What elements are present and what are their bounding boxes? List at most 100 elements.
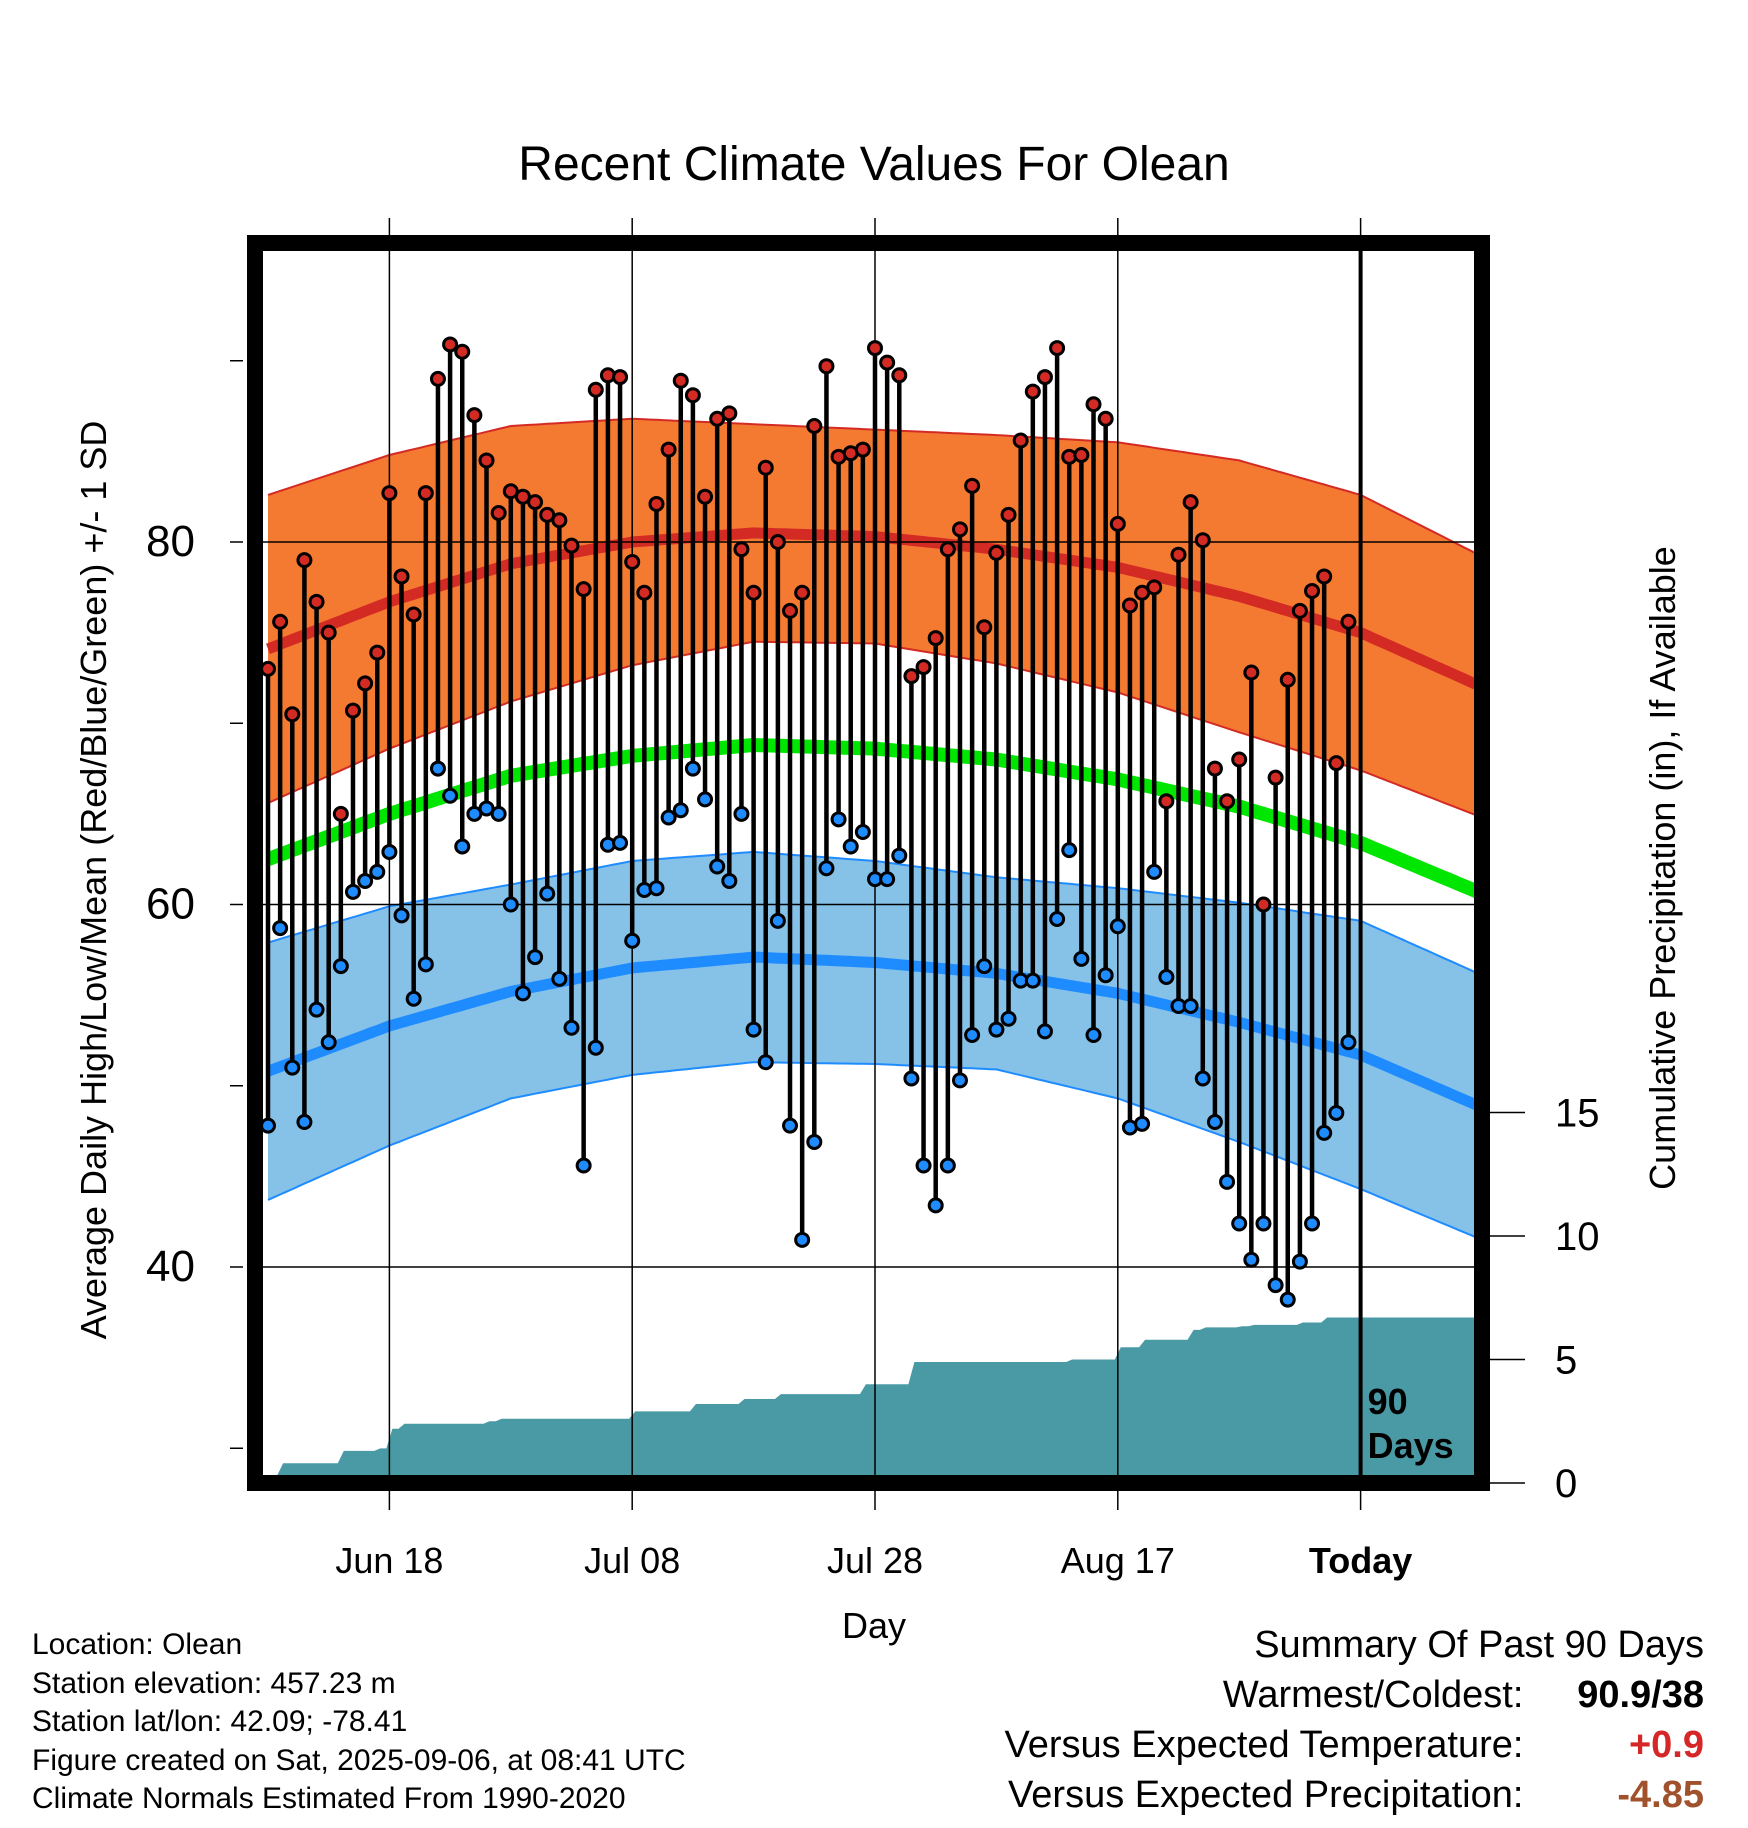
high-point — [1049, 340, 1066, 357]
low-point — [672, 802, 689, 819]
high-point — [1206, 760, 1223, 777]
low-point — [1085, 1027, 1102, 1043]
high-point — [757, 459, 774, 476]
high-point — [332, 805, 349, 822]
low-point — [1134, 1115, 1151, 1132]
low-point — [514, 985, 531, 1002]
high-point — [806, 418, 823, 434]
low-point — [818, 860, 835, 877]
low-point — [284, 1059, 301, 1076]
low-point — [1340, 1034, 1357, 1051]
summary-panel: Summary Of Past 90 Days Warmest/Coldest:… — [1005, 1620, 1704, 1820]
high-point — [976, 619, 993, 636]
high-point — [344, 702, 361, 719]
high-point — [1036, 369, 1053, 386]
low-point — [551, 970, 568, 987]
temp-departure-value: +0.9 — [1628, 1724, 1704, 1766]
low-point — [308, 1001, 325, 1018]
low-point — [988, 1021, 1005, 1038]
x-tick-label: Jun 18 — [335, 1540, 443, 1581]
created-text: Figure created on Sat, 2025-09-06, at 08… — [32, 1743, 686, 1777]
warmest-coldest-row: Warmest/Coldest: 90.9/38 — [1005, 1670, 1704, 1720]
low-point — [381, 843, 398, 860]
precip-departure-row: Versus Expected Precipitation: -4.85 — [1005, 1770, 1704, 1820]
y2-tick-label: 10 — [1555, 1215, 1600, 1259]
low-point — [939, 1157, 956, 1174]
high-point — [1000, 506, 1017, 523]
low-point — [1328, 1104, 1345, 1121]
high-point — [1255, 896, 1272, 913]
low-point — [1279, 1291, 1296, 1308]
high-point — [369, 644, 386, 661]
station-info: Location: Olean Station elevation: 457.2… — [32, 1626, 686, 1819]
low-point — [1146, 863, 1163, 880]
low-point — [1267, 1277, 1284, 1294]
x-tick-label: Jul 28 — [827, 1540, 923, 1581]
low-point — [709, 858, 726, 875]
high-point — [697, 488, 714, 505]
today-days-number: 90 — [1368, 1381, 1408, 1422]
high-point — [721, 405, 738, 422]
low-point — [1061, 842, 1078, 859]
temp-departure-label: Versus Expected Temperature: — [1004, 1724, 1524, 1766]
low-point — [1073, 950, 1090, 967]
high-point — [563, 537, 580, 554]
low-point — [1109, 918, 1126, 935]
coldest-value: /38 — [1651, 1674, 1704, 1716]
high-point — [1146, 579, 1163, 596]
low-point — [417, 956, 434, 973]
low-point — [794, 1231, 811, 1248]
high-point — [308, 593, 325, 610]
low-point — [927, 1197, 944, 1214]
low-point — [830, 811, 847, 828]
high-point — [964, 477, 981, 494]
low-point — [964, 1027, 981, 1043]
precip-area — [267, 1317, 1482, 1483]
low-point — [879, 871, 896, 888]
low-point — [612, 834, 629, 851]
high-point — [745, 584, 762, 601]
high-point — [587, 381, 604, 398]
high-point — [1182, 494, 1199, 511]
high-point — [272, 613, 289, 630]
high-point — [1170, 546, 1187, 563]
high-point — [320, 624, 337, 641]
low-point — [745, 1021, 762, 1038]
low-point — [502, 896, 519, 913]
low-point — [563, 1019, 580, 1036]
low-point — [891, 847, 908, 864]
high-point — [527, 494, 544, 511]
high-point — [1121, 597, 1138, 614]
low-point — [442, 787, 459, 804]
high-point — [636, 584, 653, 601]
low-point — [903, 1070, 920, 1087]
high-point — [1328, 755, 1345, 772]
low-point — [587, 1039, 604, 1056]
high-point — [612, 369, 629, 386]
high-point — [879, 354, 896, 371]
summary-title: Summary Of Past 90 Days — [1254, 1624, 1704, 1666]
low-point — [721, 872, 738, 889]
high-point — [1097, 410, 1114, 427]
high-point — [575, 581, 592, 598]
low-point — [393, 907, 410, 924]
high-point — [417, 485, 434, 502]
low-point — [1255, 1215, 1272, 1232]
high-point — [454, 343, 471, 360]
today-days-word: Days — [1368, 1425, 1454, 1466]
low-point — [697, 791, 714, 808]
high-point — [794, 584, 811, 601]
warmest-coldest-value: 90.9/38 — [1534, 1670, 1704, 1720]
y-tick-label: 40 — [146, 1242, 195, 1291]
low-point — [842, 838, 859, 855]
low-point — [1219, 1173, 1236, 1190]
high-point — [782, 602, 799, 619]
low-point — [1316, 1124, 1333, 1141]
warmest-coldest-label: Warmest/Coldest: — [1222, 1674, 1524, 1716]
low-point — [757, 1054, 774, 1071]
high-point — [357, 675, 374, 692]
low-point — [332, 958, 349, 975]
low-point — [1182, 998, 1199, 1014]
